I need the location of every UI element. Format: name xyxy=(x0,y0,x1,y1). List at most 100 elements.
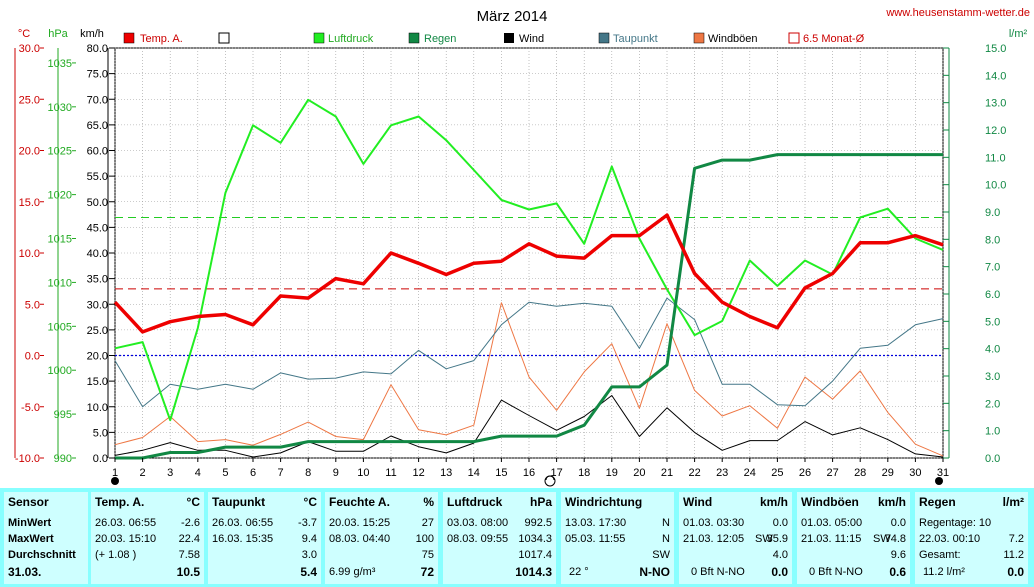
taupunkt-min-time: 26.03. 06:55 xyxy=(212,517,274,529)
regen-unit: l/m² xyxy=(1002,495,1024,509)
x-tick-label: 14 xyxy=(468,467,480,479)
rain-tick-label: 10.0 xyxy=(985,180,1006,192)
temp-tick-label: -10.0 xyxy=(15,453,40,465)
wind-tick-label: 5.0 xyxy=(93,427,108,439)
taupunkt-max-val: 9.4 xyxy=(301,533,317,545)
wind-tick-label: 0.0 xyxy=(93,453,108,465)
temp-tick-label: 0.0 xyxy=(25,351,40,363)
luftdruck-min-val: 992.5 xyxy=(524,517,552,529)
wind-unit: km/h xyxy=(759,495,788,509)
sensor-header: Sensor xyxy=(8,495,49,509)
legend-label-temp: Temp. A. xyxy=(140,33,183,45)
feuchte-max-time: 08.03. 04:40 xyxy=(329,533,391,545)
chart-title: März 2014 xyxy=(477,8,548,25)
stats-wind: Wind km/h 01.03. 03:30 0.0 21.03. 12:05 SW 3… xyxy=(679,492,792,584)
legend-swatch-dewpoint xyxy=(598,32,610,44)
temp-min-val: -2.6 xyxy=(181,517,200,529)
grid xyxy=(114,47,944,459)
windrichtung-max-time: 05.03. 11:55 xyxy=(565,533,626,545)
windrichtung-current: N-NO xyxy=(639,565,670,579)
x-tick-label: 10 xyxy=(357,467,369,479)
x-tick-label: 28 xyxy=(854,467,866,479)
rain-tick-label: 2.0 xyxy=(985,398,1000,410)
stats-regen: Regen l/m² Regentage: 10 22.03. 00:10 7.2 … xyxy=(915,492,1028,584)
regen-min-label: Regentage: 10 xyxy=(919,517,992,529)
pressure-unit-label: hPa xyxy=(48,28,68,40)
luftdruck-min-time: 03.03. 08:00 xyxy=(447,517,509,529)
rain-tick-label: 14.0 xyxy=(985,70,1006,82)
regen-header: Regen xyxy=(919,495,956,509)
wind-min-val: 0.0 xyxy=(772,517,788,529)
x-tick-label: 6 xyxy=(250,467,256,479)
legend-item-empty xyxy=(218,32,230,44)
temp-avg-val: 7.58 xyxy=(178,549,200,561)
temp-tick-label: 20.0 xyxy=(19,146,40,158)
x-tick-label: 25 xyxy=(771,467,783,479)
wind-tick-label: 75.0 xyxy=(87,69,108,81)
x-tick-label: 4 xyxy=(195,467,201,479)
wind-tick-label: 15.0 xyxy=(87,376,108,388)
stats-windrichtung: Windrichtung 13.03. 17:30 N 05.03. 11:55 N… xyxy=(561,492,674,584)
x-tick-label: 9 xyxy=(333,467,339,479)
wind-tick-label: 35.0 xyxy=(87,274,108,286)
rain-tick-label: 3.0 xyxy=(985,371,1000,383)
windboeen-header: Windböen xyxy=(801,495,859,509)
wind-min-time: 01.03. 03:30 xyxy=(683,517,745,529)
weather-chart: März 2014 www.heusenstamm-wetter.de °C h… xyxy=(14,7,1030,487)
legend-swatch-empty xyxy=(218,32,230,44)
regen-current-note: 11.2 l/m² xyxy=(923,566,965,578)
legend-item-rain: Regen xyxy=(408,32,456,45)
rain-tick-label: 0.0 xyxy=(985,453,1000,465)
pressure-tick-label: 1015 xyxy=(48,234,72,246)
legend-label-gust: Windböen xyxy=(708,33,758,45)
temp-avg-note: (+ 1.08 ) xyxy=(95,549,137,561)
legend-swatch-gust xyxy=(693,32,705,44)
feuchte-avg-val: 75 xyxy=(421,549,434,561)
feuchte-header: Feuchte A. xyxy=(329,495,390,509)
temp-tick-label: 5.0 xyxy=(25,299,40,311)
x-tick-label: 18 xyxy=(578,467,590,479)
rain-unit-label: l/m² xyxy=(1009,28,1028,40)
luftdruck-unit: hPa xyxy=(529,495,552,509)
wind-tick-label: 10.0 xyxy=(87,402,108,414)
wind-current-note: 0 Bft N-NO xyxy=(691,566,745,578)
x-tick-label: 12 xyxy=(412,467,424,479)
stats-luftdruck: Luftdruck hPa 03.03. 08:00 992.5 08.03. 09… xyxy=(443,492,556,584)
wind-tick-label: 55.0 xyxy=(87,171,108,183)
windrichtung-current-note: 22 ° xyxy=(569,566,589,578)
pressure-tick-label: 1035 xyxy=(48,58,72,70)
feuchte-min-time: 20.03. 15:25 xyxy=(329,517,391,529)
legend-swatch-wind xyxy=(504,33,514,43)
pressure-tick-label: 995 xyxy=(54,409,72,421)
temp-header: Temp. A. xyxy=(95,495,145,509)
legend-item-gust: Windböen xyxy=(693,32,758,45)
temp-max-val: 22.4 xyxy=(178,533,200,545)
luftdruck-max-time: 08.03. 09:55 xyxy=(447,533,509,545)
taupunkt-unit: °C xyxy=(303,495,317,509)
legend-label-dewpoint: Taupunkt xyxy=(613,33,658,45)
wind-tick-label: 60.0 xyxy=(87,146,108,158)
series-line-gust xyxy=(114,302,944,457)
x-tick-label: 27 xyxy=(826,467,838,479)
wind-tick-label: 30.0 xyxy=(87,299,108,311)
wind-header: Wind xyxy=(683,495,713,509)
feuchte-unit: % xyxy=(423,495,434,509)
windrichtung-max-val: N xyxy=(662,533,670,545)
x-tick-label: 13 xyxy=(440,467,452,479)
day-marker-mid xyxy=(544,475,556,487)
x-tick-label: 24 xyxy=(744,467,756,479)
x-tick-label: 20 xyxy=(633,467,645,479)
x-tick-label: 17 xyxy=(550,467,562,479)
temp-unit: °C xyxy=(186,495,200,509)
windrichtung-min-val: N xyxy=(662,517,670,529)
legend-swatch-temp xyxy=(123,32,135,44)
wind-max-val: 35.9 xyxy=(766,533,788,545)
x-tick-label: 21 xyxy=(661,467,673,479)
temp-tick-label: 15.0 xyxy=(19,197,40,209)
windboeen-current-note: 0 Bft N-NO xyxy=(809,566,863,578)
x-tick-label: 23 xyxy=(716,467,728,479)
temp-tick-label: 30.0 xyxy=(19,43,40,55)
legend-item-monthly-avg: 6.5 Monat-Ø xyxy=(788,32,865,45)
wind-tick-label: 80.0 xyxy=(87,43,108,55)
temp-tick-label: 25.0 xyxy=(19,94,40,106)
